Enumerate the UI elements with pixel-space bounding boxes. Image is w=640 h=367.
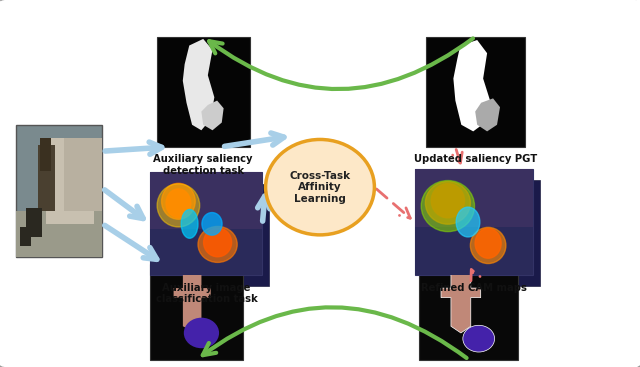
Bar <box>26 208 42 237</box>
Bar <box>150 172 262 229</box>
Bar <box>419 264 518 360</box>
Polygon shape <box>476 98 500 131</box>
Bar <box>150 224 262 275</box>
Ellipse shape <box>157 184 200 227</box>
Bar <box>46 138 94 224</box>
Bar <box>16 211 102 257</box>
Text: Updated saliency PGT: Updated saliency PGT <box>413 154 537 164</box>
Text: Cross-Task
Affinity
Learning: Cross-Task Affinity Learning <box>289 171 351 204</box>
Text: Auxiliary saliency
detection task: Auxiliary saliency detection task <box>154 154 253 176</box>
Polygon shape <box>453 40 490 131</box>
Ellipse shape <box>204 228 232 257</box>
Ellipse shape <box>161 183 195 219</box>
Text: Refined CAM maps: Refined CAM maps <box>421 283 527 292</box>
Text: Auxiliary image
classification task: Auxiliary image classification task <box>156 283 257 304</box>
Bar <box>421 180 540 286</box>
Bar <box>426 37 525 147</box>
Bar <box>40 138 51 171</box>
Ellipse shape <box>166 189 191 218</box>
Bar <box>157 184 269 286</box>
Bar <box>150 172 262 275</box>
Bar <box>20 226 31 246</box>
Ellipse shape <box>456 207 480 237</box>
Ellipse shape <box>431 184 465 218</box>
Bar <box>38 145 55 211</box>
Ellipse shape <box>202 212 222 235</box>
Ellipse shape <box>470 227 506 264</box>
Bar <box>150 264 243 360</box>
Polygon shape <box>183 39 214 130</box>
Bar <box>415 169 533 275</box>
Ellipse shape <box>426 182 470 224</box>
Bar <box>157 37 250 147</box>
Ellipse shape <box>184 318 219 348</box>
Ellipse shape <box>463 325 495 352</box>
Ellipse shape <box>266 139 374 235</box>
Bar <box>63 138 102 211</box>
Ellipse shape <box>198 226 237 262</box>
Polygon shape <box>441 269 481 333</box>
Bar <box>16 125 102 257</box>
Ellipse shape <box>475 228 501 258</box>
Polygon shape <box>173 269 211 331</box>
Polygon shape <box>202 101 223 130</box>
Bar <box>415 169 533 228</box>
Ellipse shape <box>181 210 198 238</box>
Bar <box>415 222 533 275</box>
Ellipse shape <box>421 181 474 232</box>
